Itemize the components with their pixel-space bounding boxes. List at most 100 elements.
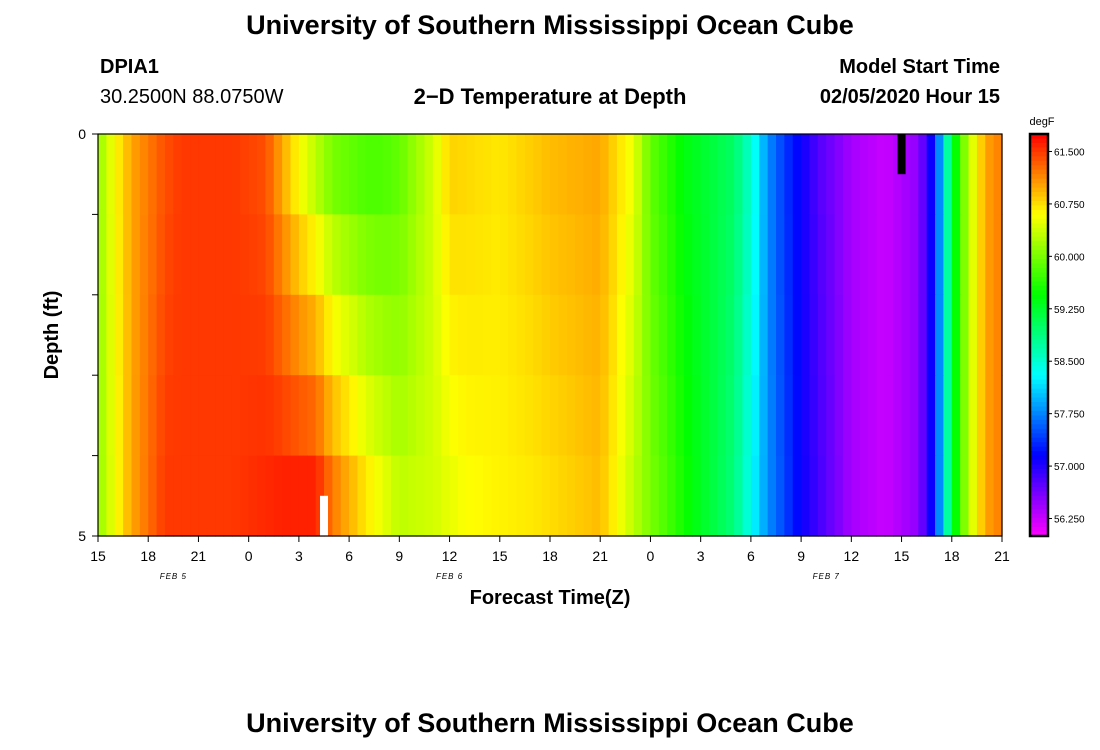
- heatmap-cell: [223, 134, 233, 215]
- colorbar-swatch: [1030, 433, 1048, 439]
- black-marker-bar: [897, 134, 906, 175]
- colorbar-swatch: [1030, 151, 1048, 157]
- heatmap-cell: [926, 375, 936, 457]
- station-id: DPIA1: [100, 56, 159, 78]
- heatmap-cell: [173, 455, 183, 537]
- heatmap-cell: [683, 375, 693, 457]
- colorbar-swatch: [1030, 419, 1048, 425]
- heatmap-cell: [265, 375, 275, 457]
- heatmap-cell: [257, 214, 267, 296]
- heatmap-cell: [633, 214, 643, 296]
- heatmap-cell: [181, 134, 191, 215]
- heatmap-cell: [424, 455, 434, 537]
- heatmap-cell: [533, 375, 543, 457]
- x-tick-label: 0: [647, 548, 655, 564]
- heatmap-cell: [499, 294, 509, 376]
- heatmap-cell: [466, 214, 476, 296]
- heatmap-cell: [583, 214, 593, 296]
- heatmap-cell: [901, 375, 911, 457]
- heatmap-cell: [516, 214, 526, 296]
- heatmap-cell: [834, 214, 844, 296]
- heatmap-cell: [817, 134, 827, 215]
- colorbar-tick-label: 61.500: [1054, 147, 1085, 158]
- heatmap-cell: [926, 134, 936, 215]
- colorbar-swatch: [1030, 527, 1048, 533]
- colorbar-swatch: [1030, 406, 1048, 412]
- heatmap-cell: [541, 294, 551, 376]
- heatmap-cell: [148, 134, 158, 215]
- heatmap-cell: [148, 375, 158, 457]
- heatmap-cell: [583, 134, 593, 215]
- heatmap-cell: [985, 214, 995, 296]
- heatmap-cell: [190, 294, 200, 376]
- heatmap-cell: [918, 134, 928, 215]
- x-tick-label: 9: [797, 548, 805, 564]
- heatmap-cell: [558, 375, 568, 457]
- heatmap-cell: [725, 294, 735, 376]
- heatmap-cell: [206, 134, 216, 215]
- heatmap-cell: [575, 294, 585, 376]
- colorbar-swatch: [1030, 160, 1048, 166]
- heatmap-cell: [725, 455, 735, 537]
- heatmap-cell: [223, 294, 233, 376]
- x-tick-label: 6: [345, 548, 353, 564]
- heatmap-cell: [257, 375, 267, 457]
- heatmap-cell: [474, 455, 484, 537]
- heatmap-cell: [491, 134, 501, 215]
- heatmap-cell: [432, 134, 442, 215]
- heatmap-cell: [909, 455, 919, 537]
- heatmap-cell: [943, 455, 953, 537]
- heatmap-cell: [173, 214, 183, 296]
- heatmap-cell: [273, 375, 283, 457]
- colorbar-swatch: [1030, 218, 1048, 224]
- heatmap-cell: [817, 455, 827, 537]
- heatmap-cell: [457, 455, 467, 537]
- heatmap-cell: [390, 375, 400, 457]
- heatmap-cell: [968, 375, 978, 457]
- heatmap-cell: [692, 294, 702, 376]
- heatmap-cell: [951, 214, 961, 296]
- heatmap-cell: [123, 134, 133, 215]
- heatmap-cell: [190, 214, 200, 296]
- heatmap-cell: [474, 294, 484, 376]
- heatmap-cell: [851, 294, 861, 376]
- heatmap-cell: [868, 455, 878, 537]
- heatmap-cell: [148, 455, 158, 537]
- colorbar-swatch: [1030, 428, 1048, 434]
- heatmap-cell: [935, 134, 945, 215]
- heatmap-cell: [993, 375, 1003, 457]
- colorbar-swatch: [1030, 201, 1048, 207]
- white-marker-bar: [320, 495, 328, 536]
- heatmap-cell: [717, 455, 727, 537]
- heatmap-cell: [859, 375, 869, 457]
- heatmap-cell: [826, 294, 836, 376]
- colorbar-swatch: [1030, 339, 1048, 345]
- colorbar-swatch: [1030, 469, 1048, 475]
- heatmap-cell: [926, 455, 936, 537]
- colorbar-swatch: [1030, 402, 1048, 408]
- heatmap-cell: [901, 455, 911, 537]
- heatmap-cell: [298, 455, 308, 537]
- colorbar-swatch: [1030, 134, 1048, 140]
- heatmap-cell: [591, 214, 601, 296]
- heatmap-cell: [943, 294, 953, 376]
- colorbar-swatch: [1030, 451, 1048, 457]
- heatmap-cell: [801, 375, 811, 457]
- heatmap-cell: [533, 134, 543, 215]
- heatmap-cell: [106, 214, 116, 296]
- heatmap-cell: [114, 294, 124, 376]
- heatmap-cell: [240, 134, 250, 215]
- heatmap-cell: [148, 214, 158, 296]
- heatmap-cell: [424, 214, 434, 296]
- heatmap-cell: [181, 294, 191, 376]
- heatmap-cell: [784, 214, 794, 296]
- heatmap-cell: [725, 375, 735, 457]
- colorbar-swatch: [1030, 196, 1048, 202]
- heatmap-cell: [884, 294, 894, 376]
- heatmap-cell: [750, 134, 760, 215]
- heatmap-cell: [700, 294, 710, 376]
- heatmap-cell: [533, 455, 543, 537]
- heatmap-cell: [993, 214, 1003, 296]
- heatmap-cell: [508, 375, 518, 457]
